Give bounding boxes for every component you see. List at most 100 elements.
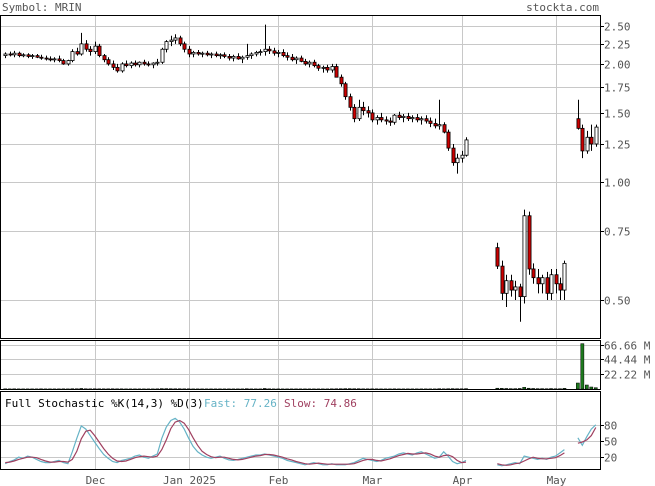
candle-body [48,58,53,61]
volume-bar [48,388,52,390]
candle-body [272,50,277,54]
candle-body [522,215,527,298]
candle-body [26,54,31,57]
volume-bar [330,388,334,390]
volume-bar [137,388,142,390]
candle-body [540,277,545,285]
candle-body [334,66,339,78]
volume-bar [97,388,102,390]
candle-body [84,43,89,50]
price-tick-label: 1.00 [604,177,631,190]
candle-body [379,117,384,121]
candle-body [415,117,420,121]
volume-bar [464,388,468,390]
volume-bar [517,388,522,390]
candle-body [451,147,456,164]
volume-bar [419,388,424,390]
candle-body [339,76,344,85]
volume-bar [124,388,128,390]
stochastic-title: Full Stochastic %K(14,3) %D(3) [5,397,204,410]
candle-body [549,274,554,294]
volume-bar [115,388,119,390]
volume-bar [370,388,374,390]
stochastic-line-slow [5,419,597,466]
volume-bar [240,388,245,390]
brand-label[interactable]: stockta.com [526,1,599,14]
volume-bar [61,388,66,390]
candle-body [75,51,80,55]
candle-body [357,106,362,120]
candle-body [111,63,116,68]
candle-body [17,52,22,57]
volume-bar [186,388,191,390]
price-tick-label: 1.75 [604,82,631,95]
candle-body [146,63,151,66]
volume-bar [209,388,213,390]
price-tick-label: 0.50 [604,295,631,308]
volume-bar [267,388,271,390]
candle-body [406,115,411,120]
volume-bar [495,387,500,390]
candle-body [196,52,201,55]
volume-bar [285,388,289,390]
volume-bar [164,388,169,390]
candle-body [330,66,335,71]
candle-body [455,157,460,164]
slow-name: Slow [284,397,311,410]
volume-bar [365,388,370,390]
symbol-label: Symbol: MRIN [2,1,81,14]
stochastic-panel: 80 50 20 Full Stochastic %K(14,3) %D(3) Fa… [0,391,617,470]
candle-body [93,45,98,53]
candle-body [102,55,107,61]
candle-body [8,53,13,56]
candle-body [290,56,295,61]
fast-name: Fast [204,397,231,410]
stochastic-tick-label: 50 [604,436,617,449]
candle-body [370,112,375,121]
candle-body [388,120,393,123]
volume-bar [25,388,30,390]
candle-body [558,283,563,291]
candle-body [205,52,210,56]
volume-bar [500,388,504,390]
volume-bar [253,388,258,390]
price-panel: 2.50 2.25 2.00 1.75 1.50 1.25 1.00 0.75 0.50 [0,15,631,339]
volume-bar [262,388,267,390]
candle-body [504,280,509,294]
candle-body [410,117,415,120]
candle-body [61,60,66,65]
candle-body [209,53,214,56]
volume-bar [83,388,88,390]
volume-bar [75,388,79,390]
candle-body [79,43,84,55]
volume-bar [88,388,93,390]
candle-body [375,117,380,121]
volume-bar [160,388,164,390]
volume-bar [151,388,155,390]
candle-body [236,56,241,60]
candle-body [200,52,205,55]
candle-body [303,60,308,65]
stochastic-tick-label: 80 [604,420,617,433]
volume-bar [155,388,160,390]
volume-bar [522,387,526,390]
candle-body [312,61,317,67]
volume-bar [441,388,446,390]
candle-body [419,118,424,121]
fast-value: 77.26 [244,397,277,410]
candle-body [254,52,259,55]
candle-body [66,60,71,65]
volume-bar [334,388,339,390]
candle-body [433,123,438,127]
candle-body [276,52,281,54]
volume-bar [173,388,178,390]
candle-body [240,56,245,60]
candle-body [509,280,514,291]
volume-bar [168,388,173,390]
volume-bar [191,388,195,390]
price-tick-label: 0.75 [604,226,631,239]
volume-tick-label: 44.44 M [604,354,651,367]
candle-body [589,136,594,145]
candle-body [35,55,40,58]
